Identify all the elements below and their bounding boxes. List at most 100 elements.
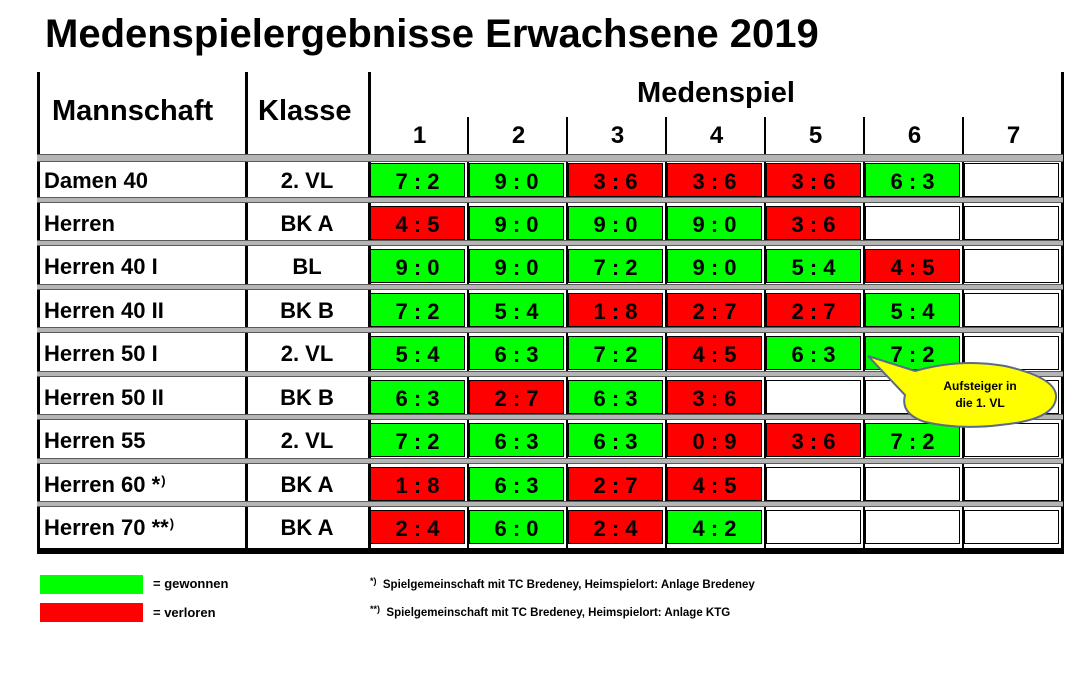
game-header-1: 1 <box>412 122 427 149</box>
legend-label-lost: = verloren <box>153 605 216 620</box>
footnote: **) Spielgemeinschaft mit TC Bredeney, H… <box>370 604 731 619</box>
result-cell <box>964 206 1059 240</box>
game-column-divider <box>566 117 568 554</box>
row-separator <box>37 371 1063 377</box>
result-cell: 4 : 5 <box>370 206 465 240</box>
class-column-header: Klasse <box>258 95 352 127</box>
legend-label-won: = gewonnen <box>153 576 229 591</box>
table-row: Herren BK A 4 : 5 9 : 0 9 : 0 9 : 0 3 : … <box>40 206 1062 240</box>
game-header-7: 7 <box>1006 122 1021 149</box>
result-cell: 6 : 3 <box>766 336 861 370</box>
page-title: Medenspielergebnisse Erwachsene 2019 <box>45 12 819 56</box>
result-cell: 1 : 8 <box>568 293 663 327</box>
team-cell: Herren 50 I <box>44 341 158 366</box>
result-cell: 7 : 2 <box>865 336 960 370</box>
result-cell: 9 : 0 <box>667 249 762 283</box>
game-column-divider <box>467 117 469 554</box>
result-cell <box>964 249 1059 283</box>
game-header-3: 3 <box>610 122 625 149</box>
table-border-right <box>1061 72 1064 554</box>
result-cell: 4 : 5 <box>667 467 762 501</box>
class-cell: BK A <box>280 515 334 540</box>
result-cell: 4 : 2 <box>667 510 762 544</box>
result-cell: 3 : 6 <box>766 423 861 457</box>
result-cell: 2 : 4 <box>568 510 663 544</box>
result-cell <box>865 206 960 240</box>
table-row: Herren 60 *) BK A 1 : 8 6 : 3 2 : 7 4 : … <box>40 467 1062 501</box>
result-cell: 2 : 7 <box>766 293 861 327</box>
result-cell: 9 : 0 <box>568 206 663 240</box>
result-cell <box>964 336 1059 370</box>
result-cell: 2 : 7 <box>568 467 663 501</box>
row-separator <box>37 154 1063 162</box>
result-cell <box>766 510 861 544</box>
result-cell: 3 : 6 <box>568 163 663 197</box>
class-cell: 2. VL <box>280 341 334 366</box>
callout-text: Aufsteiger in die 1. VL <box>915 378 1045 412</box>
result-cell: 6 : 3 <box>469 336 564 370</box>
result-cell <box>964 293 1059 327</box>
row-separator <box>37 284 1063 290</box>
table-border-left <box>37 72 40 554</box>
game-header-6: 6 <box>907 122 922 149</box>
class-cell: BK B <box>280 385 334 410</box>
table-row: Herren 50 I 2. VL 5 : 4 6 : 3 7 : 2 4 : … <box>40 336 1062 370</box>
row-separator <box>37 501 1063 507</box>
callout-line: Aufsteiger in <box>943 379 1017 393</box>
row-separator <box>37 197 1063 203</box>
result-cell: 2 : 7 <box>667 293 762 327</box>
result-cell: 7 : 2 <box>568 249 663 283</box>
result-cell <box>865 467 960 501</box>
team-cell: Herren 70 **) <box>44 515 175 540</box>
result-cell: 6 : 3 <box>865 163 960 197</box>
table-row: Damen 40 2. VL 7 : 2 9 : 0 3 : 6 3 : 6 3… <box>40 163 1062 197</box>
result-cell: 6 : 3 <box>469 467 564 501</box>
result-cell: 5 : 4 <box>370 336 465 370</box>
result-cell: 7 : 2 <box>370 293 465 327</box>
team-cell: Herren 40 I <box>44 254 158 279</box>
result-cell: 6 : 3 <box>469 423 564 457</box>
row-separator <box>37 327 1063 333</box>
column-divider <box>368 72 371 554</box>
table-row: Herren 50 II BK B 6 : 3 2 : 7 6 : 3 3 : … <box>40 380 1062 414</box>
result-cell: 7 : 2 <box>370 423 465 457</box>
result-cell <box>766 467 861 501</box>
result-cell: 7 : 2 <box>568 336 663 370</box>
table-row: Herren 55 2. VL 7 : 2 6 : 3 6 : 3 0 : 9 … <box>40 423 1062 457</box>
game-header-5: 5 <box>808 122 823 149</box>
row-separator <box>37 240 1063 246</box>
team-cell: Herren 40 II <box>44 298 164 323</box>
class-cell: BK A <box>280 472 334 497</box>
result-cell: 7 : 2 <box>865 423 960 457</box>
result-cell <box>964 467 1059 501</box>
result-cell: 0 : 9 <box>667 423 762 457</box>
result-cell: 9 : 0 <box>469 163 564 197</box>
game-column-divider <box>863 117 865 554</box>
result-cell: 7 : 2 <box>370 163 465 197</box>
result-cell: 6 : 3 <box>370 380 465 414</box>
legend-swatch-lost <box>40 603 143 622</box>
result-cell: 3 : 6 <box>667 163 762 197</box>
legend-swatch-won <box>40 575 143 594</box>
result-cell <box>865 510 960 544</box>
result-cell <box>964 510 1059 544</box>
result-cell: 6 : 3 <box>568 423 663 457</box>
table-row: Herren 40 II BK B 7 : 2 5 : 4 1 : 8 2 : … <box>40 293 1062 327</box>
game-column-divider <box>962 117 964 554</box>
result-cell: 5 : 4 <box>766 249 861 283</box>
team-column-header: Mannschaft <box>52 95 214 127</box>
result-cell: 9 : 0 <box>469 206 564 240</box>
table-border-bottom <box>37 548 1063 554</box>
result-cell: 4 : 5 <box>667 336 762 370</box>
class-cell: BL <box>292 254 322 279</box>
team-cell: Herren 60 *) <box>44 472 166 497</box>
result-cell: 6 : 3 <box>568 380 663 414</box>
team-cell: Herren 55 <box>44 428 146 453</box>
callout-line: die 1. VL <box>955 396 1005 410</box>
footnote: *) Spielgemeinschaft mit TC Bredeney, He… <box>370 576 755 591</box>
result-cell: 9 : 0 <box>469 249 564 283</box>
class-cell: 2. VL <box>280 168 334 193</box>
row-separator <box>37 458 1063 464</box>
team-cell: Herren <box>44 211 115 236</box>
result-cell: 6 : 0 <box>469 510 564 544</box>
